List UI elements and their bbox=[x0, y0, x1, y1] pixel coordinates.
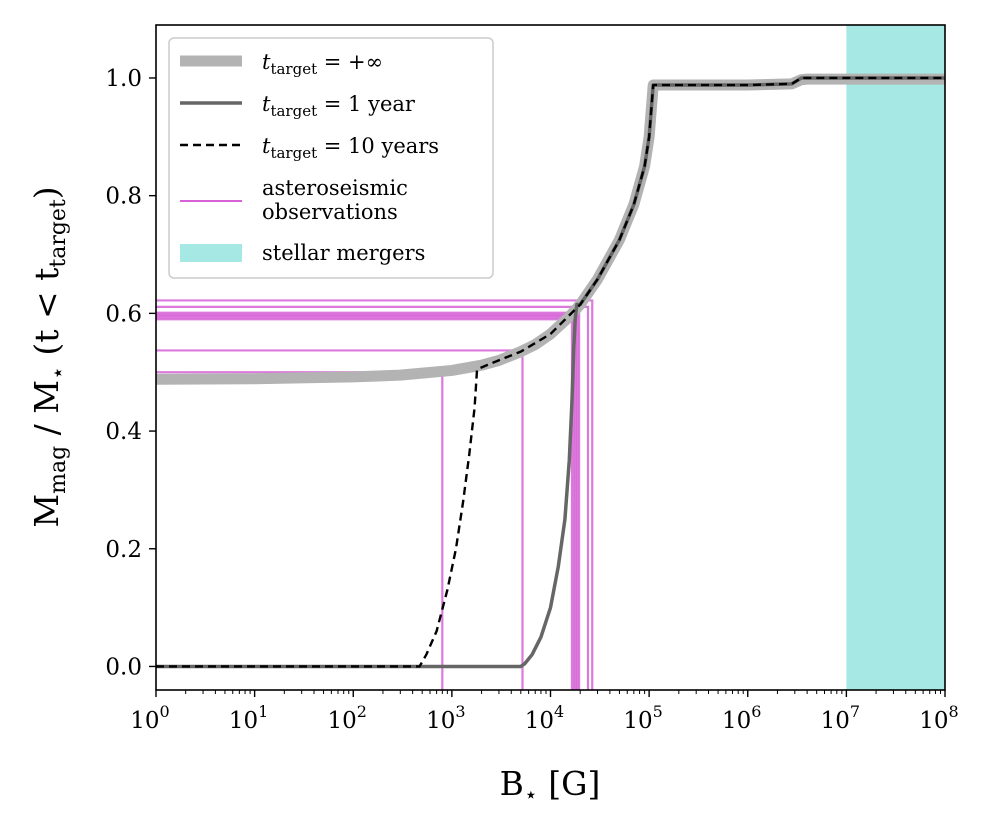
x-tick-label-base-4: 10 bbox=[525, 708, 554, 734]
mergers-band bbox=[846, 25, 945, 690]
x-tick-label-exp-4: 4 bbox=[554, 702, 564, 721]
x-axis-title-sub: ⋆ bbox=[524, 783, 538, 808]
x-tick-label-base-7: 10 bbox=[821, 708, 850, 734]
x-tick-label-4: 104 bbox=[525, 702, 564, 734]
y-axis-title: Mmag / M⋆ (t < ttarget) bbox=[27, 186, 71, 527]
legend-box bbox=[168, 37, 494, 279]
legend-label-observations: asteroseismic bbox=[262, 176, 408, 200]
x-tick-label-exp-7: 7 bbox=[850, 702, 860, 721]
x-tick-label-base-6: 10 bbox=[722, 708, 751, 734]
legend-label-observations-2: observations bbox=[262, 200, 398, 224]
ticks-layer: 100 101 102 103 104 105 106 107 1080.00.20.40.60… bbox=[105, 66, 958, 734]
observation-line-6 bbox=[156, 311, 581, 690]
y-tick-label-2: 0.4 bbox=[105, 419, 142, 445]
legend-label-one-year: ttarget = 1 year bbox=[262, 92, 416, 120]
x-tick-label-0: 100 bbox=[130, 702, 169, 734]
y-axis-title-cond: (t < t bbox=[27, 268, 66, 367]
x-tick-label-3: 103 bbox=[426, 702, 465, 734]
x-tick-label-base-3: 10 bbox=[426, 708, 455, 734]
x-axis-title: B⋆ [G] bbox=[500, 764, 601, 808]
y-tick-label-3: 0.6 bbox=[105, 301, 142, 327]
y-tick-label-5: 1.0 bbox=[105, 66, 142, 92]
legend-label-infinity: ttarget = +∞ bbox=[262, 50, 383, 78]
x-tick-label-base-5: 10 bbox=[623, 708, 652, 734]
y-axis-title-sub2: ⋆ bbox=[46, 366, 71, 380]
observations-layer bbox=[156, 299, 594, 690]
x-tick-label-exp-8: 8 bbox=[949, 702, 959, 721]
observation-line-5 bbox=[156, 313, 579, 690]
legend-label-mergers: stellar mergers bbox=[262, 241, 425, 265]
x-tick-label-5: 105 bbox=[623, 702, 662, 734]
observation-line-7 bbox=[156, 305, 590, 690]
y-tick-label-1: 0.2 bbox=[105, 537, 142, 563]
x-tick-label-exp-1: 1 bbox=[258, 702, 268, 721]
x-tick-label-6: 106 bbox=[722, 702, 761, 734]
y-tick-label-0: 0.0 bbox=[105, 654, 142, 680]
y-axis-title-sub3: target bbox=[46, 199, 71, 268]
observation-line-8 bbox=[156, 299, 594, 690]
legend: ttarget = +∞ ttarget = 1 year ttarget = … bbox=[168, 37, 494, 279]
legend-label-ten-years: ttarget = 10 years bbox=[262, 134, 439, 162]
y-axis-title-sub1: mag bbox=[46, 446, 71, 494]
x-tick-label-base-8: 10 bbox=[919, 708, 948, 734]
observation-line-0 bbox=[156, 371, 444, 690]
series-layer bbox=[155, 73, 945, 669]
x-tick-label-exp-5: 5 bbox=[653, 702, 663, 721]
x-tick-label-base-1: 10 bbox=[229, 708, 258, 734]
x-tick-label-base-0: 10 bbox=[130, 708, 159, 734]
x-axis-title-unit: [G] bbox=[538, 764, 601, 803]
x-tick-label-1: 101 bbox=[229, 702, 268, 734]
y-axis-title-div: / M bbox=[27, 380, 66, 446]
x-tick-label-exp-2: 2 bbox=[357, 702, 367, 721]
legend-swatch-mergers bbox=[180, 244, 242, 262]
y-axis-title-close: ) bbox=[27, 186, 66, 199]
x-tick-label-exp-6: 6 bbox=[751, 702, 761, 721]
x-tick-label-2: 102 bbox=[328, 702, 367, 734]
x-axis-title-main: B bbox=[500, 764, 524, 803]
x-tick-label-8: 108 bbox=[919, 702, 958, 734]
series-ten-years bbox=[156, 76, 945, 668]
mergers-layer bbox=[846, 25, 945, 690]
observation-line-1 bbox=[156, 349, 524, 690]
x-tick-label-7: 107 bbox=[821, 702, 860, 734]
x-tick-label-exp-3: 3 bbox=[455, 702, 465, 721]
y-axis-title-m1: M bbox=[27, 494, 66, 528]
x-tick-label-base-2: 10 bbox=[328, 708, 357, 734]
y-tick-label-4: 0.8 bbox=[105, 184, 142, 210]
x-tick-label-exp-0: 0 bbox=[160, 702, 170, 721]
